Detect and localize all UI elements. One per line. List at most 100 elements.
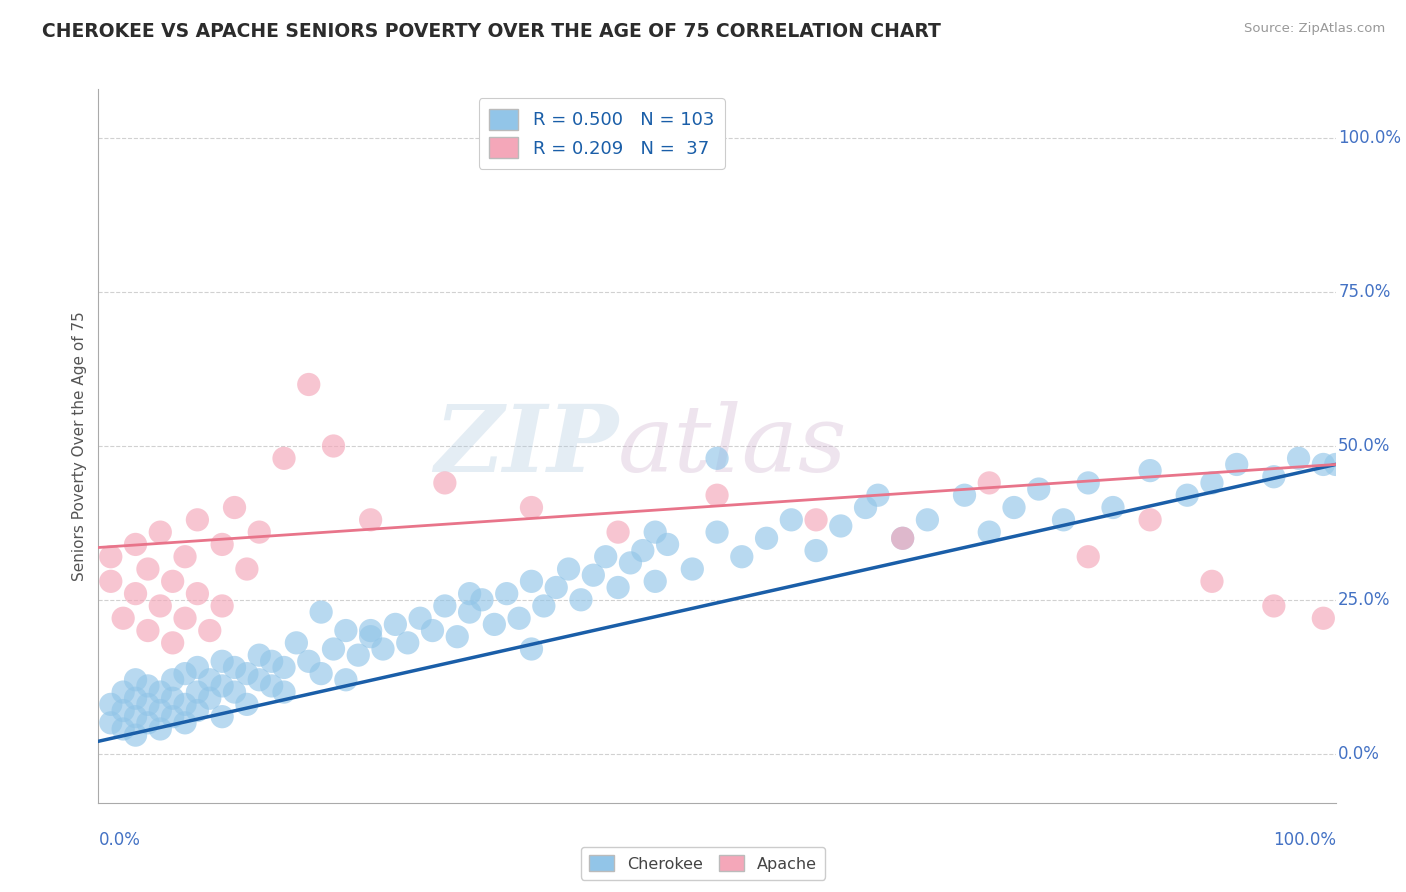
Point [198,624,221,638]
Point [236,666,259,681]
Point [917,513,939,527]
Point [112,722,135,736]
Point [458,605,481,619]
Point [247,525,270,540]
Point [136,698,159,712]
Point [855,500,877,515]
Text: 100.0%: 100.0% [1272,831,1336,849]
Text: atlas: atlas [619,401,848,491]
Point [706,525,728,540]
Point [755,531,778,545]
Point [124,728,146,742]
Text: 0.0%: 0.0% [98,831,141,849]
Point [582,568,605,582]
Point [484,617,506,632]
Point [162,636,184,650]
Point [236,698,259,712]
Point [706,488,728,502]
Point [186,660,208,674]
Point [162,574,184,589]
Point [508,611,530,625]
Point [644,525,666,540]
Point [446,630,468,644]
Point [124,537,146,551]
Text: 25.0%: 25.0% [1339,591,1391,609]
Point [520,642,543,657]
Point [891,531,914,545]
Point [1263,599,1285,613]
Point [186,704,208,718]
Point [979,525,1001,540]
Point [124,587,146,601]
Point [1201,475,1223,490]
Point [186,587,208,601]
Text: CHEROKEE VS APACHE SENIORS POVERTY OVER THE AGE OF 75 CORRELATION CHART: CHEROKEE VS APACHE SENIORS POVERTY OVER … [42,22,941,41]
Point [100,549,122,564]
Point [298,654,321,668]
Point [247,673,270,687]
Point [1139,513,1161,527]
Point [607,581,630,595]
Point [607,525,630,540]
Point [335,624,357,638]
Text: 75.0%: 75.0% [1339,283,1391,301]
Point [162,673,184,687]
Point [149,704,172,718]
Text: Source: ZipAtlas.com: Source: ZipAtlas.com [1244,22,1385,36]
Point [409,611,432,625]
Point [569,592,592,607]
Point [433,475,456,490]
Point [546,581,568,595]
Point [260,654,283,668]
Point [371,642,394,657]
Point [247,648,270,662]
Point [1288,451,1310,466]
Y-axis label: Seniors Poverty Over the Age of 75: Seniors Poverty Over the Age of 75 [72,311,87,581]
Point [260,679,283,693]
Point [309,605,332,619]
Point [162,709,184,723]
Point [136,624,159,638]
Point [273,685,295,699]
Point [174,715,197,730]
Point [224,500,246,515]
Point [186,685,208,699]
Point [211,537,233,551]
Point [1324,458,1347,472]
Point [1312,611,1334,625]
Point [273,451,295,466]
Point [830,519,852,533]
Point [520,574,543,589]
Point [706,451,728,466]
Point [396,636,419,650]
Point [149,525,172,540]
Point [1226,458,1249,472]
Point [174,698,197,712]
Point [1077,475,1099,490]
Point [1002,500,1025,515]
Point [1263,469,1285,483]
Point [100,715,122,730]
Point [780,513,803,527]
Point [285,636,308,650]
Point [211,654,233,668]
Point [533,599,555,613]
Point [360,630,382,644]
Point [335,673,357,687]
Point [211,599,233,613]
Point [100,574,122,589]
Point [298,377,321,392]
Point [804,543,827,558]
Point [495,587,517,601]
Point [174,549,197,564]
Point [124,709,146,723]
Point [273,660,295,674]
Point [422,624,444,638]
Point [124,673,146,687]
Point [322,439,344,453]
Point [198,691,221,706]
Point [347,648,370,662]
Point [619,556,641,570]
Point [236,562,259,576]
Point [224,660,246,674]
